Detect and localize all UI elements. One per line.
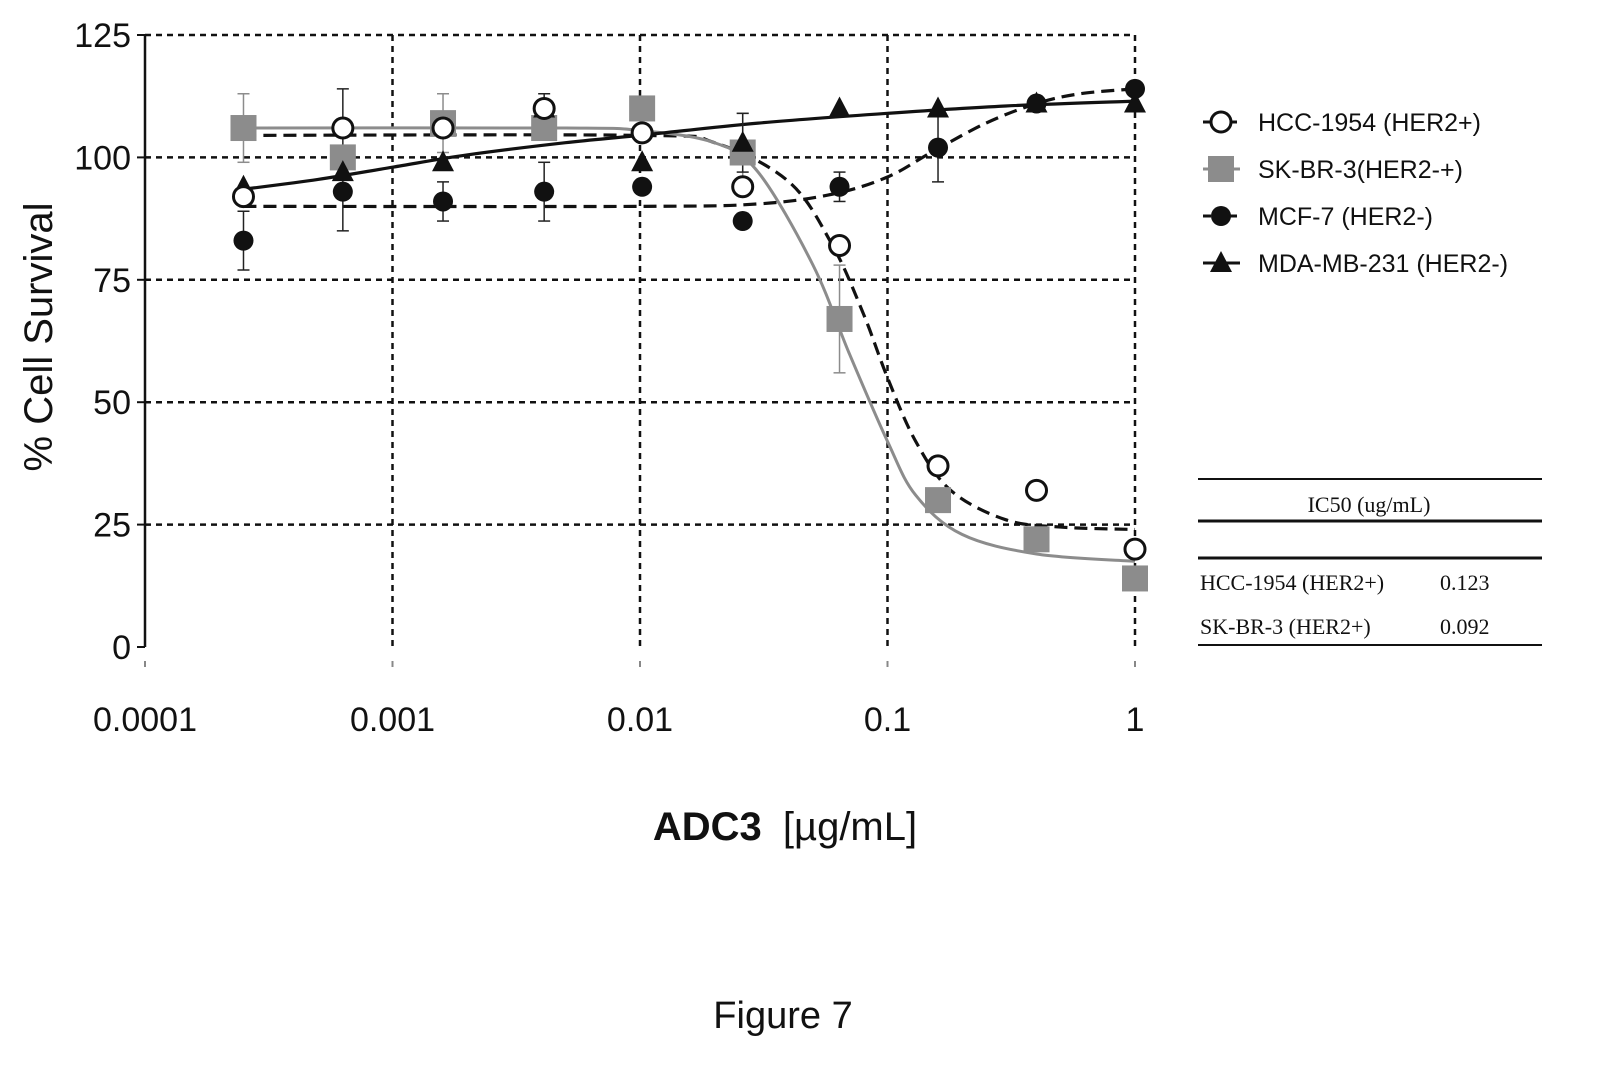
fit-curve: [243, 133, 1136, 532]
data-point: [731, 130, 754, 152]
data-point: [828, 96, 851, 118]
data-point: [431, 116, 455, 140]
x-tick-label: 0.1: [864, 701, 911, 739]
y-tick-label: 125: [74, 17, 131, 55]
data-point: [732, 211, 753, 232]
data-point: [928, 137, 949, 158]
data-point: [631, 150, 654, 172]
ic50-row-value: 0.092: [1440, 614, 1490, 639]
x-tick-label: 0.0001: [93, 701, 197, 739]
figure-caption: Figure 7: [713, 995, 852, 1037]
data-point: [632, 176, 653, 197]
data-point: [532, 96, 556, 120]
x-tick-label: 0.01: [607, 701, 673, 739]
data-point: [925, 487, 952, 514]
data-point: [829, 176, 850, 197]
y-axis-title: % Cell Survival: [17, 203, 61, 472]
ic50-table-header: IC50 (ug/mL): [1308, 492, 1431, 517]
x-axis-title: ADC3 [µg/mL]: [653, 805, 917, 849]
y-tick-label: 0: [112, 629, 131, 667]
x-axis-title-unit: [µg/mL]: [783, 805, 917, 849]
gridlines: [145, 33, 1137, 647]
legend-label: MCF-7 (HER2-): [1258, 203, 1433, 231]
legend-label: HCC-1954 (HER2+): [1258, 109, 1481, 137]
legend-marker: [1208, 156, 1234, 182]
legend: HCC-1954 (HER2+) SK-BR-3(HER2-+) MCF-7 (HE…: [1203, 109, 1508, 278]
fit-curve: [243, 99, 1136, 191]
fit-curves: [243, 87, 1136, 563]
y-tick-label: 100: [74, 139, 131, 177]
axes: 0 25 50 75 100 125 0.0001 0.001 0.01 0.1 1: [74, 17, 1144, 739]
data-point: [1124, 91, 1146, 113]
data-point: [534, 181, 555, 202]
ic50-row-label: HCC-1954 (HER2+): [1200, 570, 1384, 595]
legend-marker: [1210, 251, 1232, 272]
data-point: [731, 175, 755, 199]
x-tick-label: 1: [1126, 701, 1145, 739]
data-point: [1023, 526, 1050, 553]
data-point: [433, 191, 454, 212]
data-point: [233, 230, 254, 251]
data-point: [231, 185, 255, 209]
data-point: [1125, 78, 1145, 99]
y-tick-label: 75: [93, 262, 131, 300]
legend-label: MDA-MB-231 (HER2-): [1258, 250, 1508, 278]
data-point: [1122, 565, 1148, 592]
data-point: [926, 454, 950, 478]
legend-marker: [1211, 206, 1231, 226]
y-tick-label: 50: [93, 384, 131, 422]
data-point: [927, 96, 950, 118]
data-point: [1026, 93, 1047, 114]
data-point: [1123, 537, 1147, 561]
data-point: [432, 150, 455, 172]
ic50-table: IC50 (ug/mL) HCC-1954 (HER2+) 0.123 SK-B…: [1198, 478, 1542, 646]
legend-label: SK-BR-3(HER2-+): [1258, 156, 1463, 184]
data-point: [630, 121, 654, 145]
data-point: [1025, 478, 1049, 502]
fit-curve: [243, 126, 1136, 563]
x-axis-title-bold: ADC3: [653, 805, 762, 849]
data-points: [230, 78, 1148, 592]
y-tick-label: 25: [93, 507, 131, 545]
ic50-row-value: 0.123: [1440, 570, 1490, 595]
data-point: [230, 115, 257, 142]
legend-marker: [1209, 110, 1233, 134]
x-tick-label: 0.001: [350, 701, 435, 739]
data-point: [629, 95, 656, 122]
data-point: [331, 160, 354, 182]
data-point: [331, 116, 355, 140]
data-point: [332, 181, 353, 202]
data-point: [828, 234, 852, 258]
ic50-row-label: SK-BR-3 (HER2+): [1200, 614, 1371, 639]
data-point: [826, 305, 853, 332]
